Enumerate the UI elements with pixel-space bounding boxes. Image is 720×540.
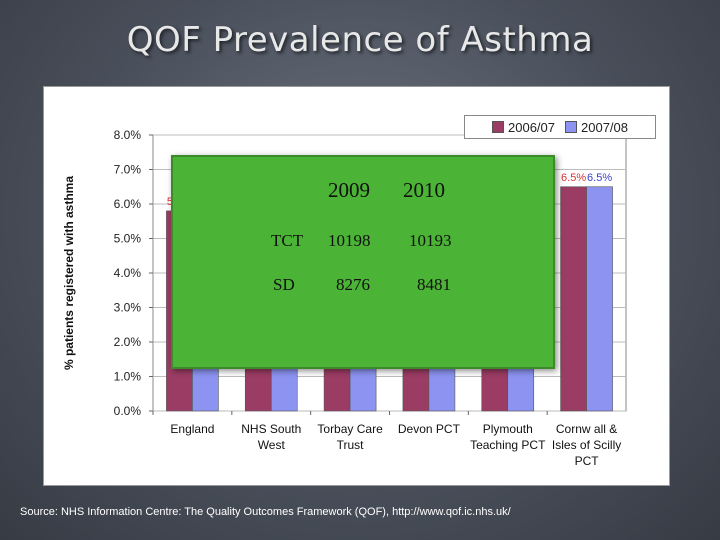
y-tick-label: 1.0% bbox=[114, 370, 142, 384]
legend-swatch bbox=[492, 121, 504, 133]
x-tick-label: Torbay Care bbox=[317, 422, 383, 436]
x-tick-label: West bbox=[258, 438, 286, 452]
y-tick-label: 5.0% bbox=[114, 232, 142, 246]
slide-title: QOF Prevalence of Asthma bbox=[126, 20, 594, 60]
x-tick-label: PCT bbox=[575, 454, 600, 468]
y-tick-label: 0.0% bbox=[114, 404, 142, 418]
data-label: 6.5% bbox=[587, 172, 612, 184]
y-tick-label: 3.0% bbox=[114, 301, 142, 315]
legend-swatch bbox=[565, 121, 577, 133]
data-label: 6.5% bbox=[561, 172, 586, 184]
y-tick-label: 4.0% bbox=[114, 266, 142, 280]
x-tick-label: Cornw all & bbox=[556, 422, 617, 436]
table-row: TCT 10198 10193 bbox=[173, 219, 483, 263]
table-cell: 10198 bbox=[328, 231, 371, 250]
legend-label: 2007/08 bbox=[581, 119, 628, 135]
legend-item-2006-07: 2006/07 bbox=[492, 120, 555, 135]
table-cell: 8276 bbox=[336, 275, 370, 294]
y-tick-label: 8.0% bbox=[114, 128, 142, 142]
table-header-cell bbox=[173, 157, 328, 219]
overlay-table: 2009 2010 TCT 10198 10193 SD 8276 8481 bbox=[173, 157, 483, 307]
x-tick-label: Isles of Scilly bbox=[552, 438, 621, 452]
table-cell: 8481 bbox=[417, 275, 451, 294]
table-cell: 10193 bbox=[409, 231, 452, 250]
y-tick-label: 6.0% bbox=[114, 197, 142, 211]
table-row: SD 8276 8481 bbox=[173, 263, 483, 307]
legend-label: 2006/07 bbox=[508, 119, 555, 135]
legend-item-2007-08: 2007/08 bbox=[565, 120, 628, 135]
bar-2006-07 bbox=[560, 186, 587, 412]
source-note: Source: NHS Information Centre: The Qual… bbox=[20, 506, 511, 518]
y-axis-label: % patients registered with asthma bbox=[62, 176, 76, 370]
overlay-table-box: 2009 2010 TCT 10198 10193 SD 8276 8481 bbox=[171, 155, 555, 369]
bar-2007-08 bbox=[586, 186, 613, 412]
x-tick-label: England bbox=[170, 422, 214, 436]
x-tick-label: Devon PCT bbox=[398, 422, 461, 436]
x-tick-label: Teaching PCT bbox=[470, 438, 546, 452]
chart-legend: 2006/07 2007/08 bbox=[464, 115, 656, 139]
y-tick-label: 2.0% bbox=[114, 335, 142, 349]
table-header-cell: 2010 bbox=[403, 177, 445, 202]
x-tick-label: NHS South bbox=[241, 422, 301, 436]
table-row-label: TCT bbox=[271, 231, 304, 250]
table-row-label: SD bbox=[273, 275, 295, 294]
x-tick-label: Plymouth bbox=[483, 422, 533, 436]
table-header-cell: 2009 bbox=[328, 177, 370, 202]
y-tick-label: 7.0% bbox=[114, 163, 142, 177]
x-tick-label: Trust bbox=[337, 438, 365, 452]
table-header-row: 2009 2010 bbox=[173, 157, 483, 219]
